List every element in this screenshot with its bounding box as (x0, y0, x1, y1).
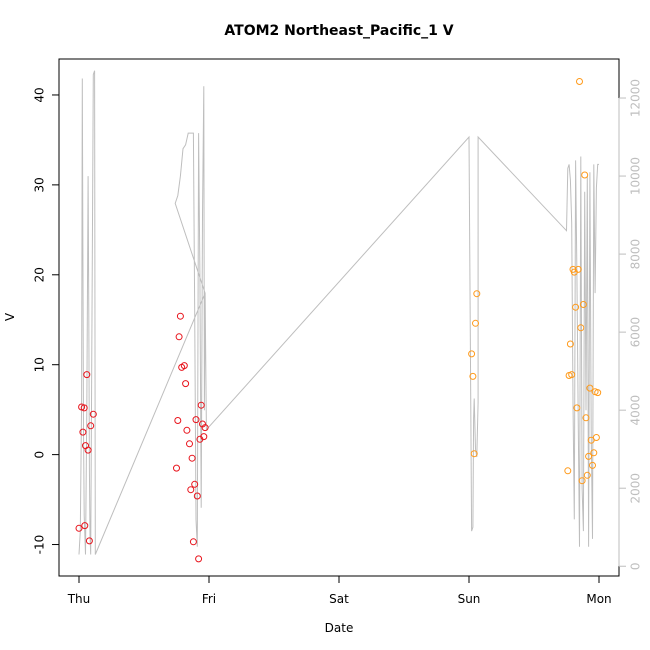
data-point-red (81, 522, 89, 530)
data-point-red (183, 426, 191, 434)
data-point-orange (577, 324, 585, 332)
data-point-red (176, 312, 184, 320)
right-axis-tick-label: 4000 (629, 395, 643, 426)
data-point-orange (574, 265, 582, 273)
data-point-red (182, 380, 190, 388)
bottom-axis-tick-label: Mon (586, 592, 611, 606)
data-point-orange (581, 171, 589, 179)
chart-title: ATOM2 Northeast_Pacific_1 V (224, 23, 453, 39)
data-point-red (79, 428, 87, 436)
data-point-orange (469, 372, 477, 380)
data-point-red (192, 416, 200, 424)
bottom-axis-tick-label: Fri (202, 592, 216, 606)
data-point-orange (590, 449, 598, 457)
bottom-axis-tick-label: Sun (458, 592, 481, 606)
bottom-axis: Thu Fri Sat Sun Mon (67, 575, 612, 606)
left-axis-tick-label: 0 (33, 451, 47, 459)
data-point-red (84, 446, 92, 454)
data-point-orange (583, 471, 591, 479)
data-point-orange (568, 371, 576, 379)
left-axis-tick-label: 10 (33, 357, 47, 372)
right-axis-tick-label: 12000 (629, 79, 643, 117)
data-point-orange (566, 340, 574, 348)
data-point-red (175, 333, 183, 341)
data-point-orange (473, 290, 481, 298)
secondary-line-layer (78, 70, 599, 555)
data-point-red (173, 464, 180, 472)
data-point-red (188, 454, 196, 462)
data-point-orange (589, 461, 596, 469)
data-point-orange (572, 303, 580, 311)
data-point-orange (573, 404, 581, 412)
right-axis-tick-label: 8000 (629, 239, 643, 270)
right-axis: 0 2000 4000 6000 8000 10000 12000 (618, 79, 643, 570)
right-axis-tick-label: 6000 (629, 317, 643, 348)
bottom-axis-tick-label: Thu (67, 592, 91, 606)
secondary-series-line (78, 70, 599, 555)
data-point-red (85, 537, 93, 545)
data-point-red (174, 417, 182, 424)
y-axis-label: V (3, 312, 17, 321)
data-point-red (75, 524, 83, 532)
data-point-orange (592, 434, 600, 441)
left-axis-tick-label: 30 (33, 177, 47, 192)
data-point-orange (582, 414, 590, 422)
bottom-axis-tick-label: Sat (329, 592, 349, 606)
data-point-orange (576, 78, 583, 85)
right-axis-tick-label: 0 (629, 562, 643, 570)
left-axis-tick-label: 20 (33, 267, 47, 282)
data-point-red (87, 422, 95, 430)
data-point-orange (578, 477, 586, 485)
data-point-red (180, 362, 188, 370)
left-axis-tick-label: 40 (33, 87, 47, 102)
data-point-red (186, 440, 193, 448)
data-point-orange (564, 467, 572, 475)
right-axis-tick-label: 10000 (629, 157, 643, 195)
right-axis-tick-label: 2000 (629, 473, 643, 504)
data-point-orange (594, 389, 602, 397)
points-layer (75, 78, 602, 563)
data-point-orange (468, 350, 476, 358)
left-axis-tick-label: -10 (33, 535, 47, 555)
data-point-red (89, 410, 97, 418)
x-axis-label: Date (325, 621, 354, 635)
data-point-red (83, 371, 91, 379)
data-point-orange (472, 319, 479, 327)
data-point-orange (470, 450, 478, 458)
data-point-red (200, 433, 208, 441)
data-point-red (201, 424, 209, 432)
left-axis: -10 0 10 20 30 40 (33, 87, 60, 554)
data-point-red (195, 555, 203, 563)
data-point-orange (579, 301, 587, 308)
data-point-red (197, 401, 205, 409)
data-point-orange (585, 452, 593, 460)
data-point-red (191, 480, 199, 488)
data-point-red (189, 538, 197, 546)
data-point-red (80, 404, 88, 412)
data-point-red (187, 486, 195, 494)
data-point-orange (586, 384, 594, 392)
data-point-red (193, 492, 201, 500)
